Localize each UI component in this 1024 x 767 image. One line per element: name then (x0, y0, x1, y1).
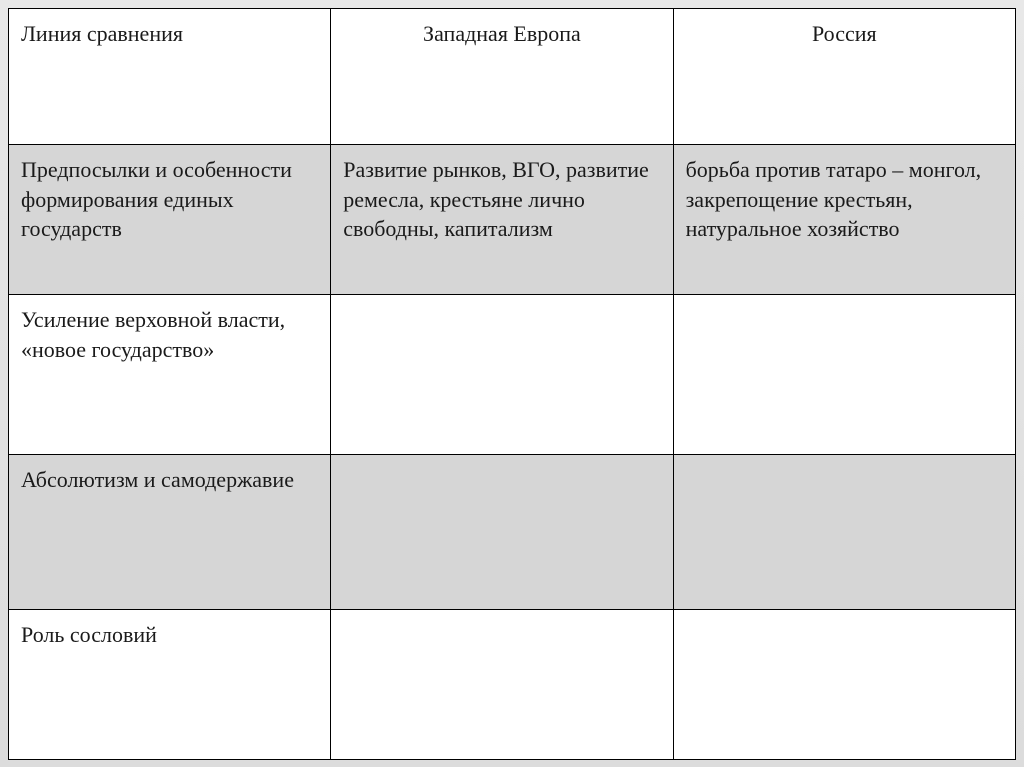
header-cell-comparison: Линия сравнения (9, 9, 331, 145)
cell-power-label: Усиление верховной власти, «новое госуда… (9, 295, 331, 455)
cell-estates-russia (673, 610, 1015, 760)
table-row: Роль сословий (9, 610, 1016, 760)
comparison-table-container: Линия сравнения Западная Европа Россия П… (8, 8, 1016, 759)
cell-absolutism-europe (331, 455, 673, 610)
table-row: Абсолютизм и самодержавие (9, 455, 1016, 610)
header-cell-europe: Западная Европа (331, 9, 673, 145)
cell-prerequisites-label: Предпосылки и особенности формирования е… (9, 145, 331, 295)
cell-absolutism-label: Абсолютизм и самодержавие (9, 455, 331, 610)
cell-estates-label: Роль сословий (9, 610, 331, 760)
cell-estates-europe (331, 610, 673, 760)
cell-power-russia (673, 295, 1015, 455)
cell-absolutism-russia (673, 455, 1015, 610)
comparison-table: Линия сравнения Западная Европа Россия П… (8, 8, 1016, 760)
cell-prerequisites-europe: Развитие рынков, ВГО, развитие ремесла, … (331, 145, 673, 295)
table-row: Усиление верховной власти, «новое госуда… (9, 295, 1016, 455)
cell-prerequisites-russia: борьба против татаро – монгол, закрепоще… (673, 145, 1015, 295)
cell-power-europe (331, 295, 673, 455)
table-row: Предпосылки и особенности формирования е… (9, 145, 1016, 295)
table-header-row: Линия сравнения Западная Европа Россия (9, 9, 1016, 145)
header-cell-russia: Россия (673, 9, 1015, 145)
